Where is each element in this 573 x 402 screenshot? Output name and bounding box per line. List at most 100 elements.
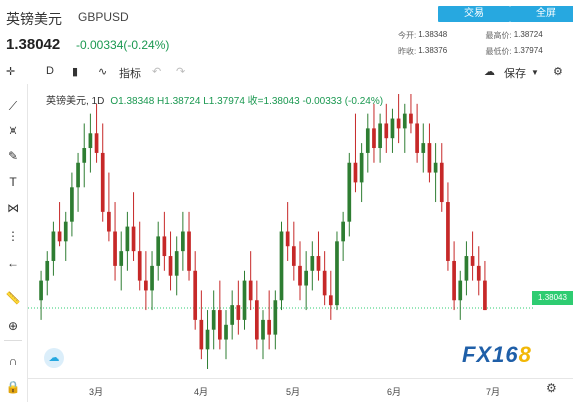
candle-body bbox=[372, 128, 376, 149]
candle bbox=[384, 103, 389, 153]
candle-body bbox=[365, 128, 370, 153]
candle-body bbox=[335, 241, 339, 306]
pair-name: 英镑美元 bbox=[6, 11, 62, 27]
candle-body bbox=[230, 305, 235, 325]
prev-close-label: 昨收: bbox=[398, 46, 417, 56]
axis-settings-icon[interactable]: ⚙ bbox=[546, 381, 557, 395]
candle bbox=[427, 123, 432, 183]
candle bbox=[82, 123, 87, 188]
candle-body bbox=[150, 265, 154, 291]
candle-body bbox=[415, 123, 419, 153]
high-label: 最高价: bbox=[485, 30, 512, 40]
candle-body bbox=[224, 324, 228, 340]
candle-body bbox=[267, 319, 272, 335]
chevron-down-icon[interactable]: ▼ bbox=[531, 68, 539, 77]
fib-tool-icon[interactable]: ⩙ bbox=[9, 123, 17, 137]
text-tool-icon[interactable]: T bbox=[9, 175, 17, 189]
interval-selector[interactable]: D bbox=[46, 65, 54, 77]
candle-body bbox=[82, 148, 87, 163]
candle-body bbox=[242, 280, 247, 320]
candle-body bbox=[205, 329, 210, 350]
candle bbox=[291, 221, 296, 281]
open-label: 今开: bbox=[398, 30, 417, 40]
candle bbox=[248, 251, 253, 311]
candle-body bbox=[470, 256, 475, 266]
candle-type-icon[interactable]: ▮ bbox=[72, 66, 79, 78]
trade-button[interactable]: 交易 bbox=[438, 6, 510, 22]
time-axis[interactable]: 3月 4月 5月 6月 7月 bbox=[27, 378, 573, 402]
candle bbox=[322, 251, 327, 306]
candle bbox=[63, 211, 68, 261]
candle-body bbox=[125, 226, 130, 252]
candle bbox=[211, 290, 216, 350]
candle bbox=[285, 202, 290, 261]
candle-body bbox=[168, 256, 173, 276]
candle-body bbox=[476, 265, 481, 281]
brush-icon[interactable]: ✎ bbox=[7, 149, 19, 163]
zoom-in-icon[interactable]: ⊕ bbox=[7, 319, 19, 333]
fullscreen-button[interactable]: 全屏 bbox=[510, 6, 573, 22]
cloud-sync-icon[interactable]: ☁ bbox=[44, 348, 64, 368]
settings-icon[interactable]: ⚙ bbox=[553, 66, 563, 78]
candle bbox=[218, 280, 222, 350]
x-tick-label: 3月 bbox=[88, 387, 104, 397]
indicator-icon[interactable]: ∿ bbox=[98, 66, 108, 78]
candle-body bbox=[156, 236, 161, 266]
candle-body bbox=[100, 152, 105, 212]
candle bbox=[415, 103, 419, 163]
save-button[interactable]: 保存 bbox=[504, 68, 526, 80]
candle-body bbox=[199, 319, 204, 350]
candle bbox=[402, 103, 407, 153]
logo-text: FX16 bbox=[462, 342, 519, 367]
candle-body bbox=[144, 280, 148, 291]
crosshair-icon[interactable]: ✛ bbox=[6, 66, 16, 78]
candle bbox=[347, 152, 352, 237]
candle-body bbox=[63, 221, 68, 242]
chart-legend: 英镑美元, 1D O1.38348 H1.38724 L1.37974 收=1.… bbox=[46, 92, 383, 107]
candle bbox=[70, 172, 74, 237]
candle bbox=[341, 211, 345, 261]
candle-body bbox=[402, 113, 407, 129]
candle-body bbox=[464, 256, 469, 281]
quote-stats: 今开: 1.38348 最高价: 1.38724 昨收: 1.38376 最低价: 1.… bbox=[398, 27, 573, 59]
candle-body bbox=[261, 319, 265, 340]
indicators-button[interactable]: 指标 bbox=[119, 68, 141, 80]
lock-icon[interactable]: 🔒 bbox=[5, 380, 21, 394]
candle-body bbox=[427, 143, 432, 173]
low-label: 最低价: bbox=[485, 46, 512, 56]
candle bbox=[476, 246, 481, 296]
candle-body bbox=[298, 265, 302, 286]
candle-body bbox=[452, 260, 456, 301]
drawing-tools: ⟋ ⩙ ✎ T ⋈ ⋮ ← 📏 ⊕ ∩ 🔒 bbox=[0, 62, 26, 402]
candle bbox=[254, 280, 259, 350]
candle bbox=[353, 113, 358, 193]
candle bbox=[156, 221, 161, 281]
candle bbox=[464, 241, 469, 296]
candle-body bbox=[359, 152, 364, 183]
candlestick-chart[interactable] bbox=[28, 84, 533, 378]
candle bbox=[242, 270, 247, 330]
back-arrow-icon[interactable]: ← bbox=[7, 256, 19, 270]
pair-code: GBPUSD bbox=[78, 10, 129, 24]
candle bbox=[51, 221, 56, 276]
trend-line-icon[interactable]: ⟋ bbox=[8, 99, 18, 113]
quote-header: 英镑美元 GBPUSD 1.38042 -0.00334(-0.24%) 交易 … bbox=[0, 0, 573, 62]
candle-body bbox=[273, 300, 278, 335]
candle-body bbox=[236, 305, 241, 320]
cloud-icon[interactable]: ☁ bbox=[484, 66, 495, 78]
redo-icon[interactable]: ↷ bbox=[176, 66, 186, 78]
candle bbox=[267, 290, 272, 350]
measure-tool-icon[interactable]: ⋮ bbox=[7, 229, 19, 243]
magnet-icon[interactable]: ∩ bbox=[8, 354, 18, 368]
candle bbox=[261, 310, 265, 360]
undo-icon[interactable]: ↶ bbox=[152, 66, 162, 78]
candle bbox=[390, 108, 395, 153]
pattern-tool-icon[interactable]: ⋈ bbox=[7, 201, 19, 215]
chart-pane[interactable] bbox=[27, 84, 573, 402]
fx168-logo: FX168 bbox=[462, 342, 532, 368]
candle bbox=[107, 172, 111, 242]
candle bbox=[162, 211, 167, 271]
ruler-icon[interactable]: 📏 bbox=[5, 291, 21, 305]
candle bbox=[372, 103, 376, 163]
candle bbox=[458, 270, 463, 320]
